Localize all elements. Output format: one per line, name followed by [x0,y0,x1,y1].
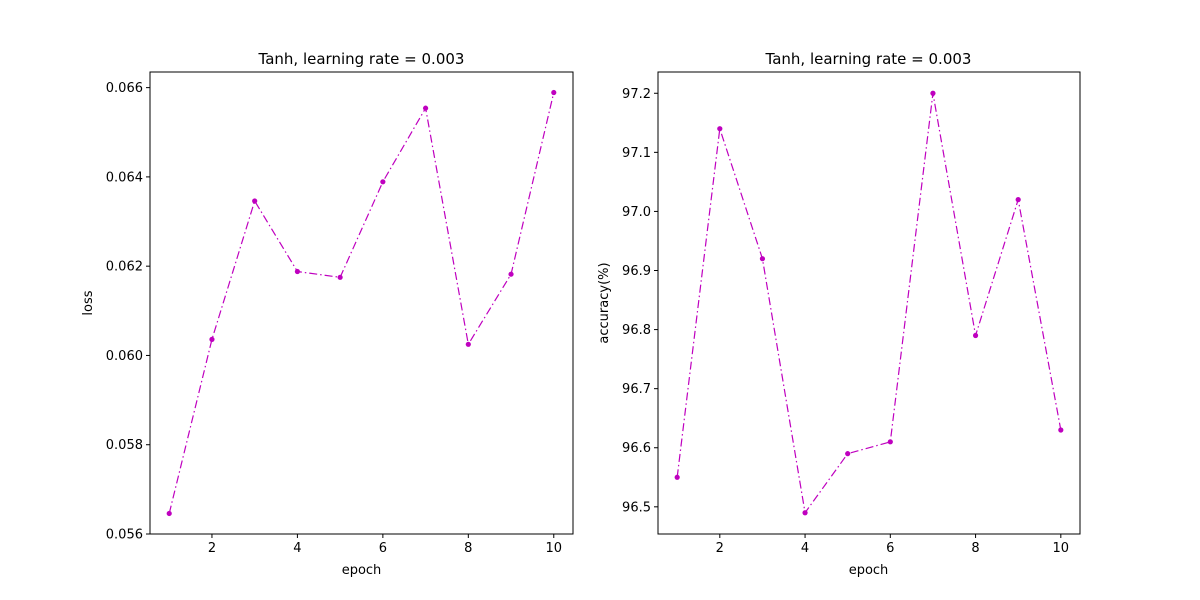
accuracy-chart-ytick-label: 96.9 [622,264,651,279]
accuracy-chart-series [674,90,1064,516]
loss-chart-xtick-label: 4 [293,541,301,556]
loss-chart-data-point [252,198,258,204]
accuracy-chart-ytick-label: 96.7 [622,382,651,397]
loss-chart-data-point [294,268,301,275]
loss-chart-title: Tanh, learning rate = 0.003 [258,50,465,68]
loss-chart-series [166,89,557,517]
accuracy-chart-data-point [674,474,680,480]
loss-chart-ytick-label: 0.060 [106,349,143,364]
accuracy-chart-ytick-label: 97.0 [622,205,651,220]
loss-chart-data-point [209,336,215,342]
loss-chart-data-point [465,341,471,347]
accuracy-chart-data-point [930,90,936,96]
loss-chart-xtick-label: 2 [208,541,216,556]
accuracy-chart-data-point [717,126,723,132]
accuracy-chart-ytick-label: 97.2 [622,87,651,102]
loss-chart-ytick-label: 0.066 [106,81,143,96]
accuracy-chart-title: Tanh, learning rate = 0.003 [765,50,972,68]
accuracy-chart-frame [657,71,1081,535]
loss-chart-xtick-label: 8 [464,541,472,556]
loss-chart-xtick-label: 6 [379,541,387,556]
accuracy-chart-xtick-label: 2 [716,541,724,556]
accuracy-chart-data-point [759,256,766,262]
loss-chart-ytick-label: 0.058 [106,438,143,453]
accuracy-chart-data-point [845,451,851,457]
accuracy-chart-data-point [802,510,808,516]
loss-chart-xlabel: epoch [342,563,382,578]
accuracy-chart-data-point [972,332,979,339]
loss-chart: Tanh, learning rate = 0.003 2 4 6 8 10 0.056 0… [81,50,574,578]
accuracy-chart-data-point [887,439,893,445]
loss-chart-data-point [508,271,514,277]
accuracy-chart-ticks: 2 4 6 8 10 96.5 96.6 96.7 96.8 96.9 97.0 97.1 97.2 [622,87,1069,556]
loss-chart-ytick-label: 0.056 [106,528,143,543]
accuracy-chart-xtick-label: 4 [801,541,809,556]
loss-chart-data-point [380,179,386,185]
accuracy-chart-xtick-label: 8 [971,541,979,556]
loss-chart-ticks: 2 4 6 8 10 0.056 0.058 0.060 0.062 0.064 0.066 [106,81,562,556]
loss-chart-ytick-label: 0.064 [106,170,143,185]
accuracy-chart: Tanh, learning rate = 0.003 2 4 6 8 10 96.5 96… [597,50,1081,578]
accuracy-chart-data-point [1058,427,1064,433]
accuracy-chart-ytick-label: 96.5 [622,500,651,515]
loss-chart-data-point [166,510,172,517]
loss-chart-ytick-label: 0.062 [106,260,143,275]
accuracy-chart-xlabel: epoch [849,563,889,578]
loss-chart-data-point [551,89,557,96]
accuracy-chart-xtick-label: 6 [886,541,894,556]
accuracy-chart-ytick-label: 97.1 [622,146,651,161]
loss-chart-series-line [168,92,555,514]
loss-chart-frame [149,71,574,535]
accuracy-chart-data-point [1015,197,1021,203]
accuracy-chart-ytick-label: 96.6 [622,441,651,456]
loss-chart-ylabel: loss [81,290,96,315]
loss-chart-data-point [422,105,429,111]
accuracy-chart-xtick-label: 10 [1053,541,1070,556]
accuracy-chart-ylabel: accuracy(%) [597,262,612,343]
loss-chart-data-point [337,274,343,280]
accuracy-chart-series-line [676,93,1062,515]
loss-chart-xtick-label: 10 [545,541,562,556]
accuracy-chart-ytick-label: 96.8 [622,323,651,338]
